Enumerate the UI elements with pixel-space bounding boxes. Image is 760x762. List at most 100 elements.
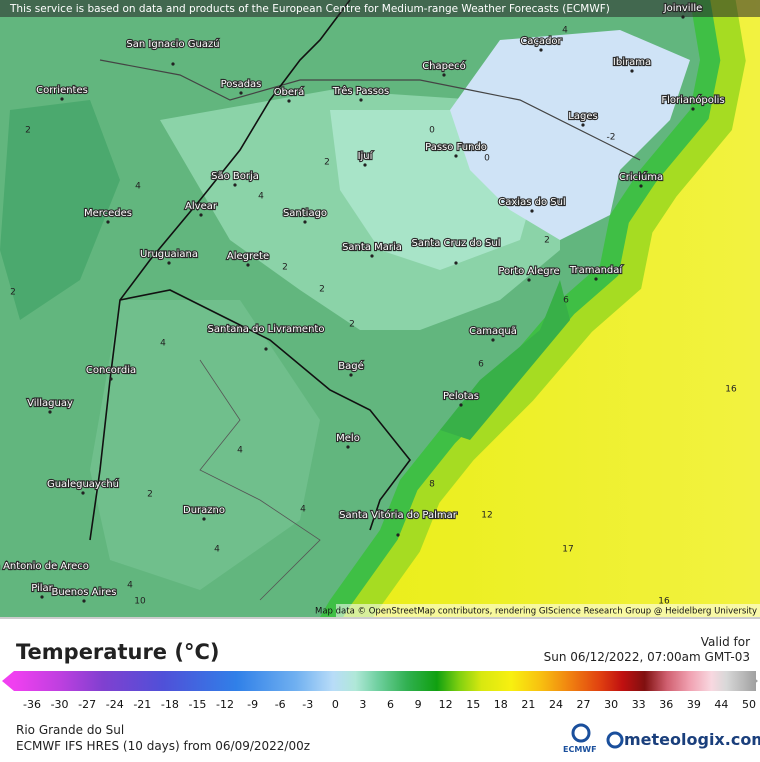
city-label: Pelotas [443,391,479,402]
contour-label: 12 [481,511,492,521]
city-label: Pilar [31,583,53,594]
city-dot [346,445,350,449]
warm-zone [0,100,120,320]
city-label: Florianópolis [661,94,724,106]
mild-zone [90,300,320,590]
city-dot [396,533,400,537]
city-label: Porto Alegre [498,266,559,277]
colorbar-tick-label: -30 [50,698,69,711]
colorbar-tick-label: 15 [466,698,481,711]
city-label: San Antonio de Areco [0,561,89,572]
city-dot [48,410,52,414]
city-label: Santana do Livramento [208,324,325,335]
contour-label: 2 [147,490,153,500]
city-dot [33,584,37,588]
contour-label: 2 [25,126,31,136]
city-dot [303,220,307,224]
region: Rio Grande do Sul [16,723,125,737]
contour-label: 2 [282,263,288,273]
colorbar-tick-label: 44 [714,698,729,711]
colorbar-tick-label: 50 [742,698,756,711]
city-label: Santa Maria [342,242,402,253]
city-label: Ijuí [358,150,374,162]
colorbar-tick-label: 27 [576,698,591,711]
city-dot [691,107,695,111]
city-label: Lages [568,111,597,122]
contour-label: 4 [562,26,568,36]
city-label: Criciúma [619,171,663,183]
contour-label: 4 [258,192,264,202]
colorbar-tick-label: 33 [631,698,646,711]
city-dot [630,69,634,73]
city-dot [363,163,367,167]
city-label: Posadas [221,79,262,90]
city-dot [287,99,291,103]
contour-label: 10 [134,597,146,607]
city-labels: Joinville Caçador San Ignacio Guazú Chapecó… [0,2,726,603]
contour-label: 16 [725,385,737,395]
colorbar-tick-label: 12 [438,698,453,711]
city-dot [109,377,113,381]
contour-label: 2 [544,236,550,246]
contour-label: 2 [349,320,355,330]
city-label: Chapecó [422,60,466,72]
contour-label: -2 [607,133,616,143]
brand: meteologix.com [624,730,760,749]
city-dot [491,338,495,342]
city-dot [527,278,531,282]
city-label: Villaguay [27,398,73,409]
city-dot [581,123,585,127]
city-label: Camaquã [469,326,517,337]
city-label: Buenos Aires [51,587,116,598]
contour-label: 4 [160,339,166,349]
city-dot [239,91,243,95]
city-label: Santa Cruz do Sul [411,238,500,249]
city-dot [40,595,44,599]
city-dot [81,491,85,495]
contour-label: 4 [214,545,220,555]
city-label: São Borja [211,171,259,182]
valid-label: Valid for [700,635,750,649]
city-dot [202,517,206,521]
banner: This service is based on data and produc… [9,3,610,15]
colorbar-tick-label: 18 [493,698,508,711]
contour-label: 6 [563,296,569,306]
model-run: ECMWF IFS HRES (10 days) from 06/09/2022… [16,739,311,753]
city-label: Durazno [183,505,225,516]
attribution: Map data © OpenStreetMap contributors, r… [315,607,757,617]
city-label: Três Passos [332,85,390,97]
city-dot [106,220,110,224]
colorbar-tick-label: 36 [659,698,674,711]
city-label: Caxias do Sul [498,197,565,208]
city-label: Santa Vitória do Palmar [339,509,458,521]
city-label: Mercedes [84,208,132,219]
contour-label: 4 [300,505,306,515]
city-dot [171,62,175,66]
colorbar-tick-label: -36 [23,698,41,711]
border [119,289,412,531]
city-label: Uruguaiana [140,249,198,260]
city-label: Alegrete [227,251,269,262]
contour-label: 4 [237,446,243,456]
colorbar-tick-label: 0 [331,698,339,711]
contour-label: 4 [135,182,141,192]
colorbar-tick-label: 9 [414,698,422,711]
city-dot [246,263,250,267]
city-label: Caçador [520,36,562,47]
brand-icon [606,731,624,749]
colorbar-tick-label: 30 [604,698,619,711]
colorbar-min-arrow [2,671,14,691]
city-label: Alvear [185,201,218,212]
ecmwf-icon [571,723,591,743]
banner-bg [0,0,760,17]
colorbar-tick-label: -3 [302,698,314,711]
border [89,0,351,541]
city-dot [442,73,446,77]
cold-zone [450,30,690,240]
city-label: Bagé [338,360,364,372]
legend-title: Temperature (°C) [16,640,220,664]
city-label: Concordia [86,365,136,376]
city-label: San Ignacio Guazú [126,38,219,50]
city-dot [539,48,543,52]
city-dot [199,213,203,217]
